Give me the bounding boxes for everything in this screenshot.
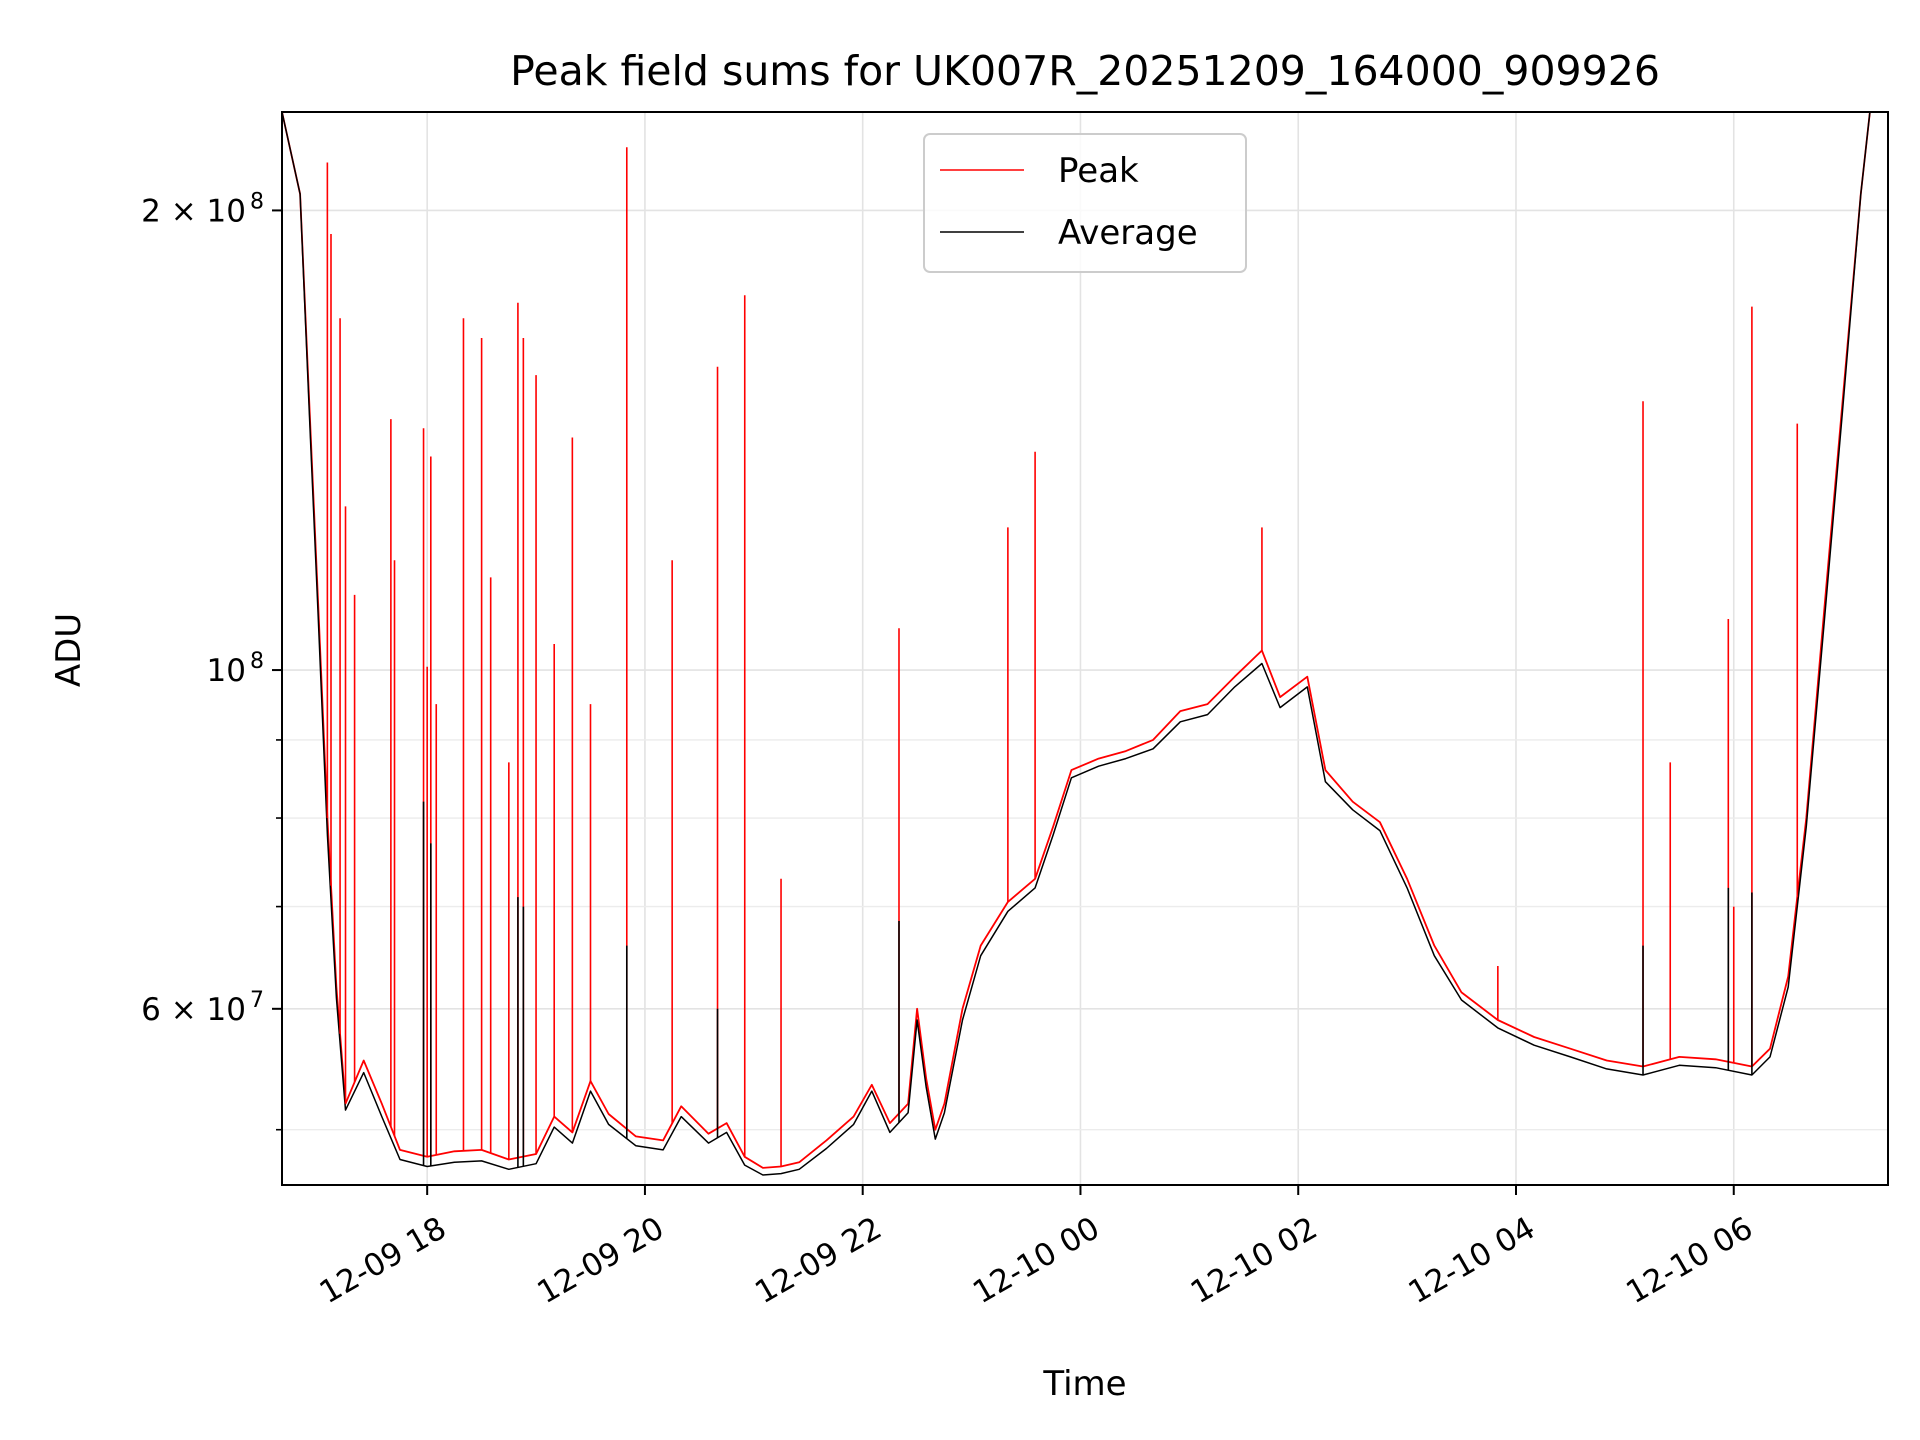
plot-series — [282, 112, 1871, 1176]
legend-label-peak: Peak — [1058, 151, 1139, 191]
plot-frame — [281, 111, 1889, 1186]
legend-box — [923, 133, 1247, 273]
legend-label-average: Average — [1058, 213, 1198, 253]
legend: Peak Average — [923, 133, 1247, 273]
grid-lines — [282, 112, 1888, 1185]
y-tick-label: 2 × 10 — [141, 193, 246, 229]
x-axis-title: Time — [1042, 1364, 1126, 1404]
y-tick-exponent: 8 — [250, 649, 264, 674]
y-axis-ticks: 2 × 10 810 86 × 10 7 — [141, 189, 282, 1131]
y-tick-exponent: 7 — [250, 988, 264, 1013]
y-tick-exponent: 8 — [250, 189, 264, 214]
y-axis-title: ADU — [49, 613, 89, 687]
y-tick-label: 10 — [207, 653, 246, 689]
series-line-average — [282, 112, 1871, 1176]
chart-title: Peak field sums for UK007R_20251209_1640… — [510, 47, 1660, 95]
y-tick-label: 6 × 10 — [141, 992, 246, 1028]
